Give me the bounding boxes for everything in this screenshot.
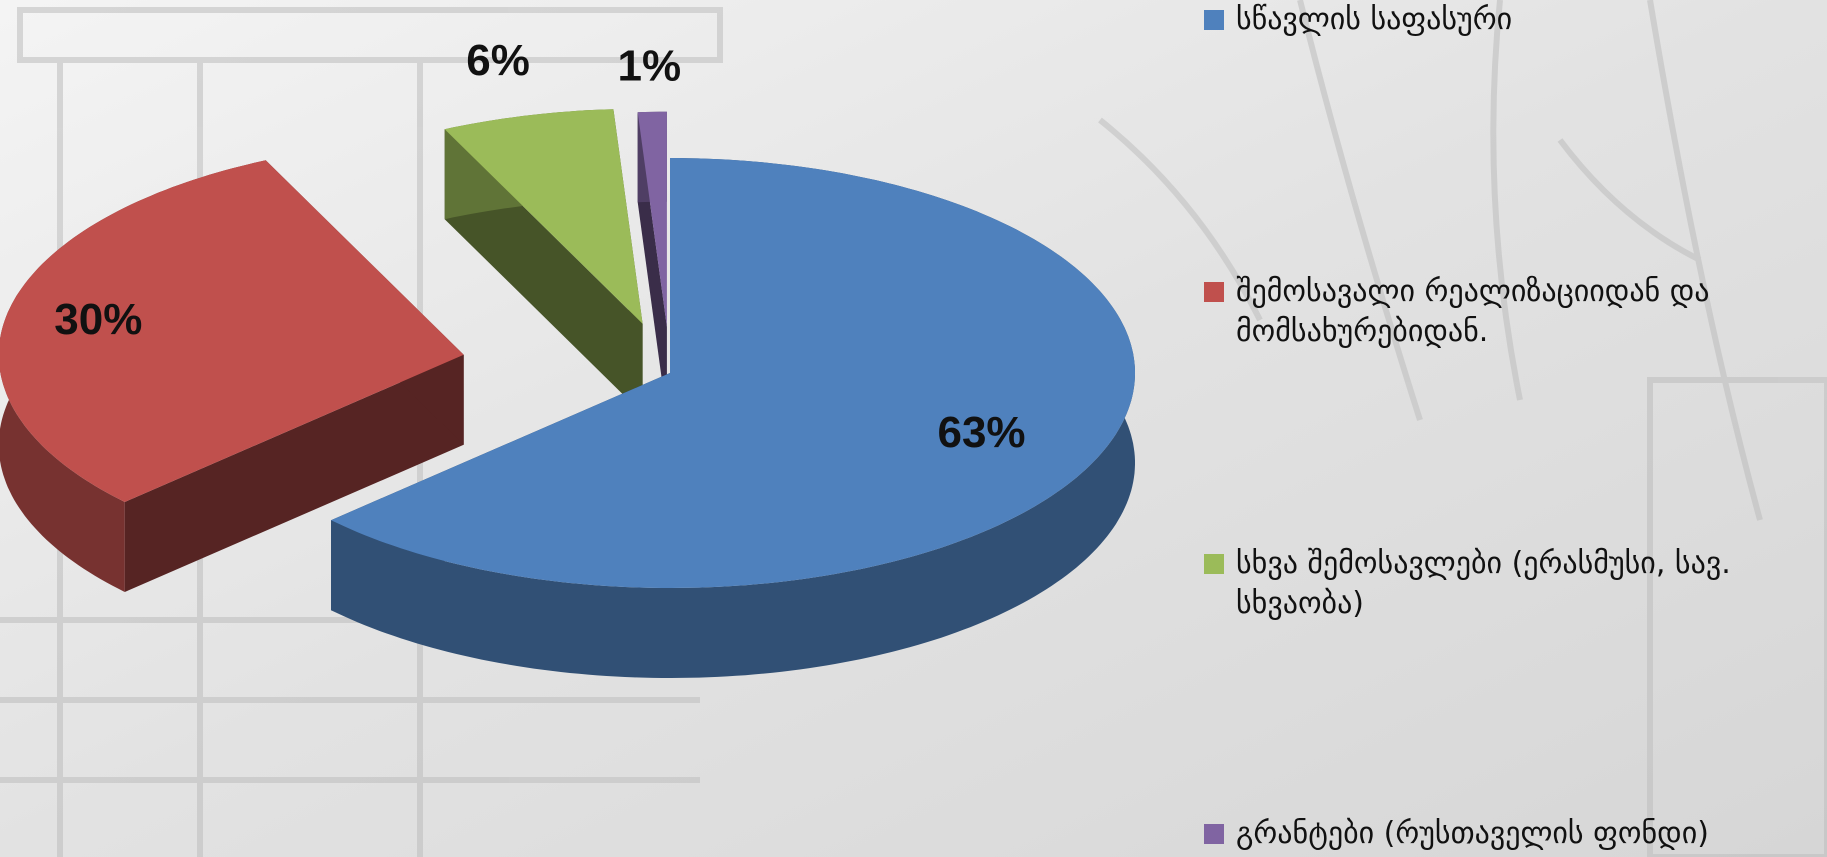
- legend-swatch: [1204, 824, 1224, 844]
- legend-swatch: [1204, 10, 1224, 30]
- legend-entry: გრანტები (რუსთაველის ფონდი): [1204, 814, 1814, 854]
- legend-entry: სხვა შემოსავლები (ერასმუსი, სავ. სხვაობა…: [1204, 544, 1814, 624]
- slice: [637, 111, 667, 417]
- legend-label: გრანტები (რუსთაველის ფონდი): [1236, 816, 1709, 851]
- slice-outer-wall: [331, 158, 1135, 678]
- legend-entry: შემოსავალი რეალიზაციიდან და მომსახურებიდ…: [1204, 272, 1814, 352]
- data-label: 6%: [466, 36, 530, 85]
- slice-top: [0, 160, 464, 502]
- slice: [444, 109, 643, 414]
- legend-swatch: [1204, 282, 1224, 302]
- legend-label: სხვა შემოსავლები (ერასმუსი, სავ. სხვაობა…: [1236, 546, 1731, 621]
- legend-label: სწავლის საფასური: [1236, 2, 1513, 37]
- slice-top: [331, 158, 1135, 588]
- legend-label: შემოსავალი რეალიზაციიდან და მომსახურებიდ…: [1236, 274, 1710, 349]
- data-label: 1%: [618, 42, 682, 91]
- legend: სწავლის საფასური შემოსავალი რეალიზაციიდან…: [1204, 0, 1814, 857]
- slice-top: [637, 111, 667, 327]
- legend-entry: სწავლის საფასური: [1204, 0, 1814, 40]
- data-label: 63%: [937, 408, 1025, 457]
- slice: [331, 158, 1135, 678]
- slice-cut-face: [124, 354, 464, 592]
- slice: [0, 160, 464, 592]
- data-label: 30%: [54, 295, 142, 344]
- slice-top: [444, 109, 643, 324]
- legend-swatch: [1204, 554, 1224, 574]
